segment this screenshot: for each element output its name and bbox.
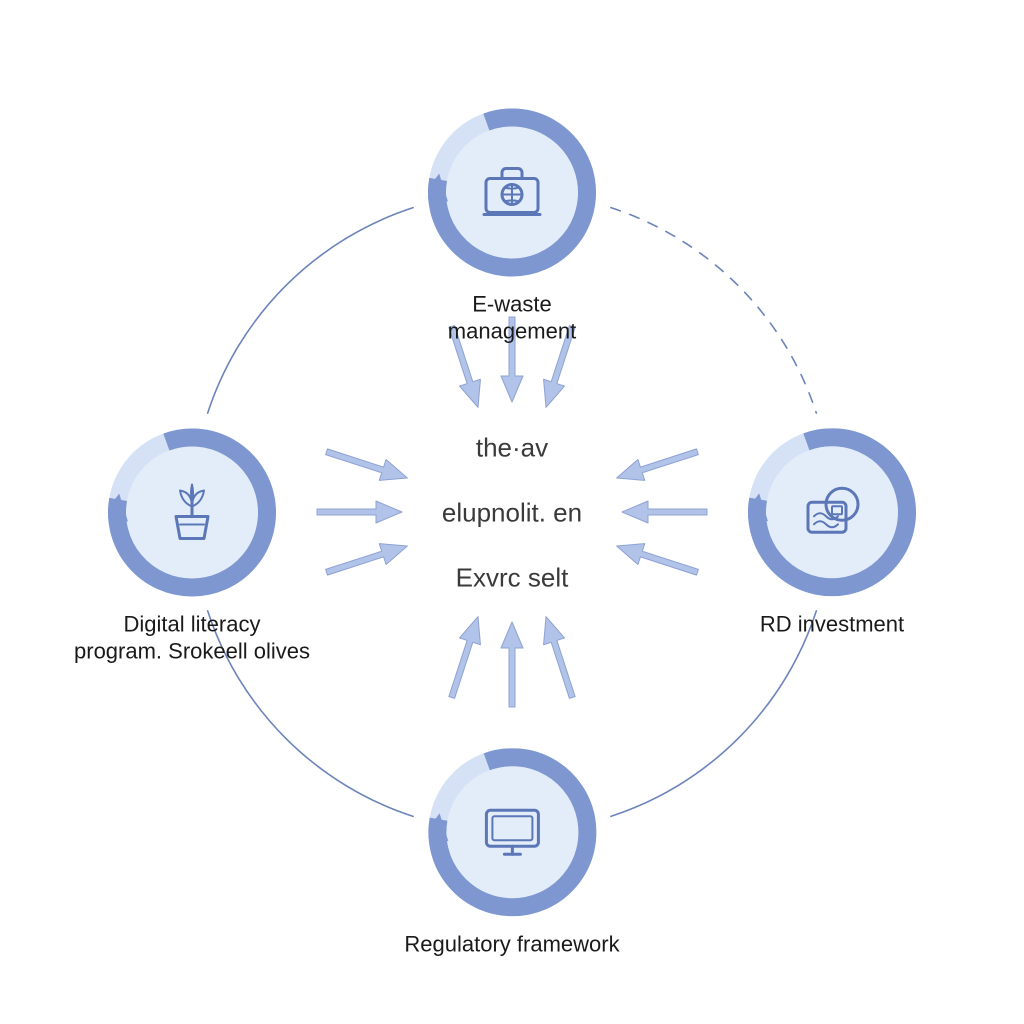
center-line-3: Exvrc selt — [442, 561, 582, 594]
node-label-regulatory: Regulatory framework — [404, 930, 619, 958]
node-ring — [428, 748, 596, 916]
node-label-ewaste: E-waste management — [428, 290, 596, 345]
node-ring — [428, 108, 596, 276]
node-ring — [108, 428, 276, 596]
center-label: the·av elupnolit. en Exvrc selt — [442, 398, 582, 626]
diagram-stage: the·av elupnolit. en Exvrc selt E-waste … — [0, 0, 1024, 1024]
node-ewaste: E-waste management — [428, 108, 596, 345]
node-digital: Digital literacy program. Srokeell olive… — [74, 428, 310, 665]
center-line-2: elupnolit. en — [442, 496, 582, 529]
node-label-rd: RD investment — [748, 610, 916, 638]
node-rd: RD investment — [748, 428, 916, 638]
node-label-digital: Digital literacy program. Srokeell olive… — [74, 610, 310, 665]
monitor-icon — [476, 796, 548, 868]
card-swirl-icon — [796, 476, 868, 548]
briefcase-globe-icon — [476, 156, 548, 228]
node-ring — [748, 428, 916, 596]
plant-pot-icon — [156, 476, 228, 548]
center-line-1: the·av — [442, 431, 582, 464]
node-regulatory: Regulatory framework — [404, 748, 619, 958]
